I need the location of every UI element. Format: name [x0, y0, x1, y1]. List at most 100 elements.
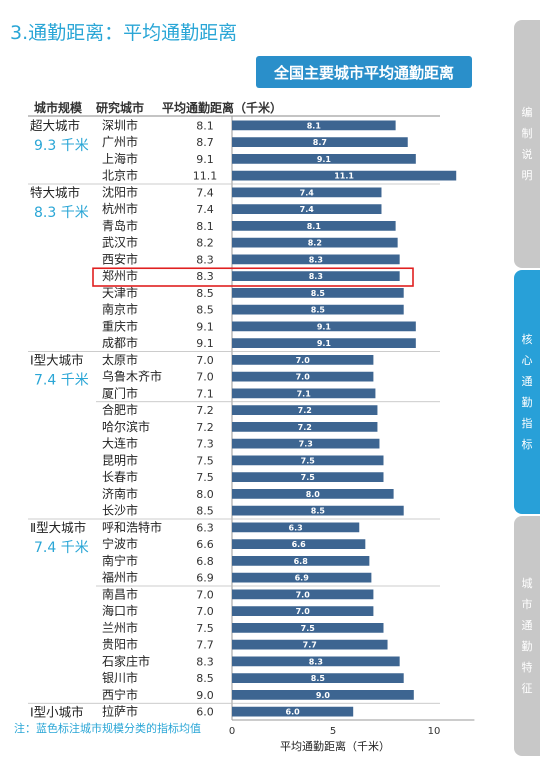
value-label: 8.2 — [196, 237, 214, 250]
value-label: 8.5 — [196, 672, 214, 685]
bar-data-label: 7.0 — [296, 356, 311, 365]
city-label: 太原市 — [102, 352, 138, 367]
bar — [232, 673, 404, 683]
bar — [232, 690, 414, 700]
city-label: 沈阳市 — [102, 184, 138, 199]
bar — [232, 572, 372, 583]
x-tick-label: 10 — [428, 726, 441, 737]
city-label: 杭州市 — [102, 201, 138, 216]
sidebar-tab[interactable]: 编制说明 — [514, 20, 540, 268]
bar — [232, 204, 382, 214]
bar — [232, 455, 384, 466]
tier-average: 7.4 千米 — [34, 373, 89, 389]
city-label: 南昌市 — [102, 586, 138, 601]
bar — [232, 137, 408, 147]
footnote: 注：蓝色标注城市规模分类的指标均值 — [14, 722, 201, 735]
city-label: 武汉市 — [102, 235, 138, 250]
value-label: 6.8 — [196, 555, 214, 568]
value-label: 7.5 — [196, 454, 214, 467]
sidebar-tab-label: 核心通勤指标 — [521, 333, 533, 451]
value-label: 8.0 — [196, 488, 214, 501]
bar — [232, 371, 374, 382]
bar-data-label: 8.5 — [311, 507, 326, 516]
city-label: 南京市 — [102, 302, 138, 317]
bar-data-label: 7.1 — [297, 389, 312, 398]
value-label: 9.1 — [196, 320, 214, 333]
city-label: 郑州市 — [102, 268, 138, 283]
bar — [232, 271, 400, 281]
city-label: 上海市 — [102, 151, 138, 166]
city-label: 北京市 — [102, 168, 138, 183]
bar-data-label: 8.3 — [309, 272, 323, 281]
city-label: 西安市 — [102, 251, 138, 266]
value-label: 7.4 — [196, 203, 214, 216]
bar — [232, 237, 398, 248]
bar-data-label: 8.1 — [307, 222, 322, 231]
bar — [232, 405, 378, 415]
value-label: 8.1 — [196, 220, 214, 233]
section-sidebar: 编制说明核心通勤指标城市通勤特征 — [514, 20, 540, 756]
x-tick-label: 0 — [229, 726, 235, 737]
bar-data-label: 7.4 — [300, 205, 315, 214]
value-label: 7.0 — [196, 605, 214, 618]
bar-data-label: 7.5 — [301, 624, 316, 633]
tier-name: Ⅰ型大城市 — [30, 353, 84, 368]
bar — [232, 539, 366, 549]
bar-data-label: 11.1 — [334, 172, 354, 181]
value-label: 9.1 — [196, 337, 214, 350]
city-label: 福州市 — [102, 570, 138, 585]
bar-data-label: 6.9 — [295, 574, 310, 583]
bar — [232, 355, 374, 365]
sidebar-tab[interactable]: 核心通勤指标 — [514, 270, 540, 514]
bar-data-label: 7.2 — [298, 406, 312, 415]
bar-data-label: 8.5 — [311, 289, 326, 298]
bar — [232, 505, 404, 516]
value-label: 7.2 — [196, 404, 214, 417]
bar-data-label: 7.0 — [296, 373, 311, 382]
city-label: 西宁市 — [102, 687, 138, 702]
city-label: 合肥市 — [102, 402, 138, 417]
bar-data-label: 6.6 — [292, 540, 307, 549]
city-label: 大连市 — [102, 436, 138, 451]
bar — [232, 221, 396, 231]
city-label: 拉萨市 — [102, 704, 138, 719]
bar — [232, 522, 360, 533]
city-label: 昆明市 — [102, 452, 138, 467]
value-label: 9.0 — [196, 689, 214, 702]
sidebar-tab[interactable]: 城市通勤特征 — [514, 516, 540, 756]
bar — [232, 321, 416, 332]
bar-data-label: 8.3 — [309, 255, 323, 264]
bar-data-label: 7.3 — [299, 440, 313, 449]
bar-data-label: 6.8 — [294, 557, 309, 566]
city-label: 成都市 — [102, 335, 138, 350]
city-label: 海口市 — [102, 603, 138, 618]
bar-data-label: 7.5 — [301, 473, 316, 482]
value-label: 7.4 — [196, 186, 214, 199]
tier-name: 超大城市 — [30, 118, 80, 133]
tier-average: 7.4 千米 — [34, 540, 89, 556]
bar-data-label: 8.7 — [313, 138, 327, 147]
highlight-box — [92, 267, 414, 287]
bar-data-label: 7.7 — [303, 641, 317, 650]
bar — [232, 154, 416, 164]
bar-data-label: 9.1 — [317, 155, 332, 164]
sidebar-tab-label: 城市通勤特征 — [521, 577, 533, 695]
city-label: 呼和浩特市 — [102, 519, 162, 534]
value-label: 8.5 — [196, 505, 214, 518]
bar — [232, 438, 380, 449]
city-label: 长沙市 — [102, 503, 138, 518]
bar — [232, 422, 378, 432]
section-heading: 3.通勤距离：平均通勤距离 — [10, 22, 238, 44]
value-label: 6.6 — [196, 538, 214, 551]
value-label: 7.7 — [196, 639, 214, 652]
bar-data-label: 7.2 — [298, 423, 312, 432]
value-label: 6.9 — [196, 572, 214, 585]
bar-data-label: 7.0 — [296, 607, 311, 616]
city-label: 宁波市 — [102, 536, 138, 551]
city-label: 南宁市 — [102, 553, 138, 568]
bar — [232, 623, 384, 633]
tier-name: 特大城市 — [30, 185, 80, 200]
city-label: 兰州市 — [102, 620, 138, 635]
